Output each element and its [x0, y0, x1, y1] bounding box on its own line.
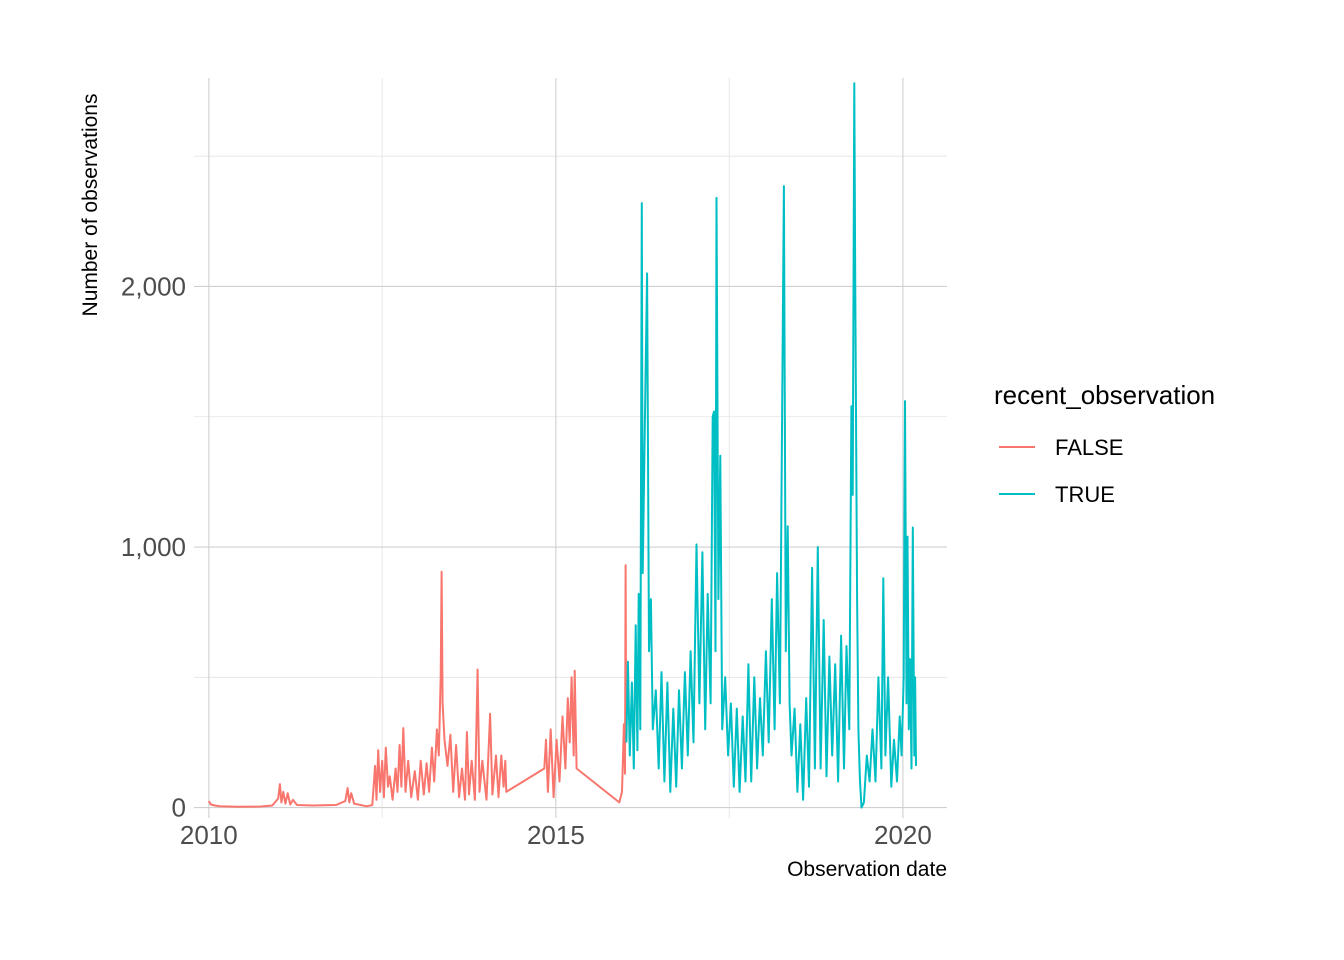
series-line-false: [207, 564, 628, 808]
series-line-true: [625, 82, 917, 809]
legend-items: FALSE TRUE: [999, 435, 1123, 507]
minor-gridlines: [194, 78, 947, 818]
legend: recent_observation FALSE TRUE: [994, 380, 1215, 507]
major-gridlines: [194, 78, 947, 818]
y-tick-label: 2,000: [121, 271, 186, 301]
y-axis-tick-labels: 0 1,000 2,000: [121, 271, 186, 822]
x-tick-label: 2010: [180, 820, 238, 850]
x-axis-title: Observation date: [787, 858, 947, 881]
y-axis-title: Number of observations: [79, 94, 102, 317]
legend-label-true: TRUE: [1055, 482, 1115, 507]
series-lines: [207, 82, 917, 809]
x-tick-label: 2020: [874, 820, 932, 850]
legend-label-false: FALSE: [1055, 435, 1123, 460]
x-axis-tick-labels: 2010 2015 2020: [180, 820, 932, 850]
y-tick-label: 0: [172, 793, 186, 823]
legend-title: recent_observation: [994, 380, 1215, 410]
x-tick-label: 2015: [527, 820, 585, 850]
y-tick-label: 1,000: [121, 532, 186, 562]
